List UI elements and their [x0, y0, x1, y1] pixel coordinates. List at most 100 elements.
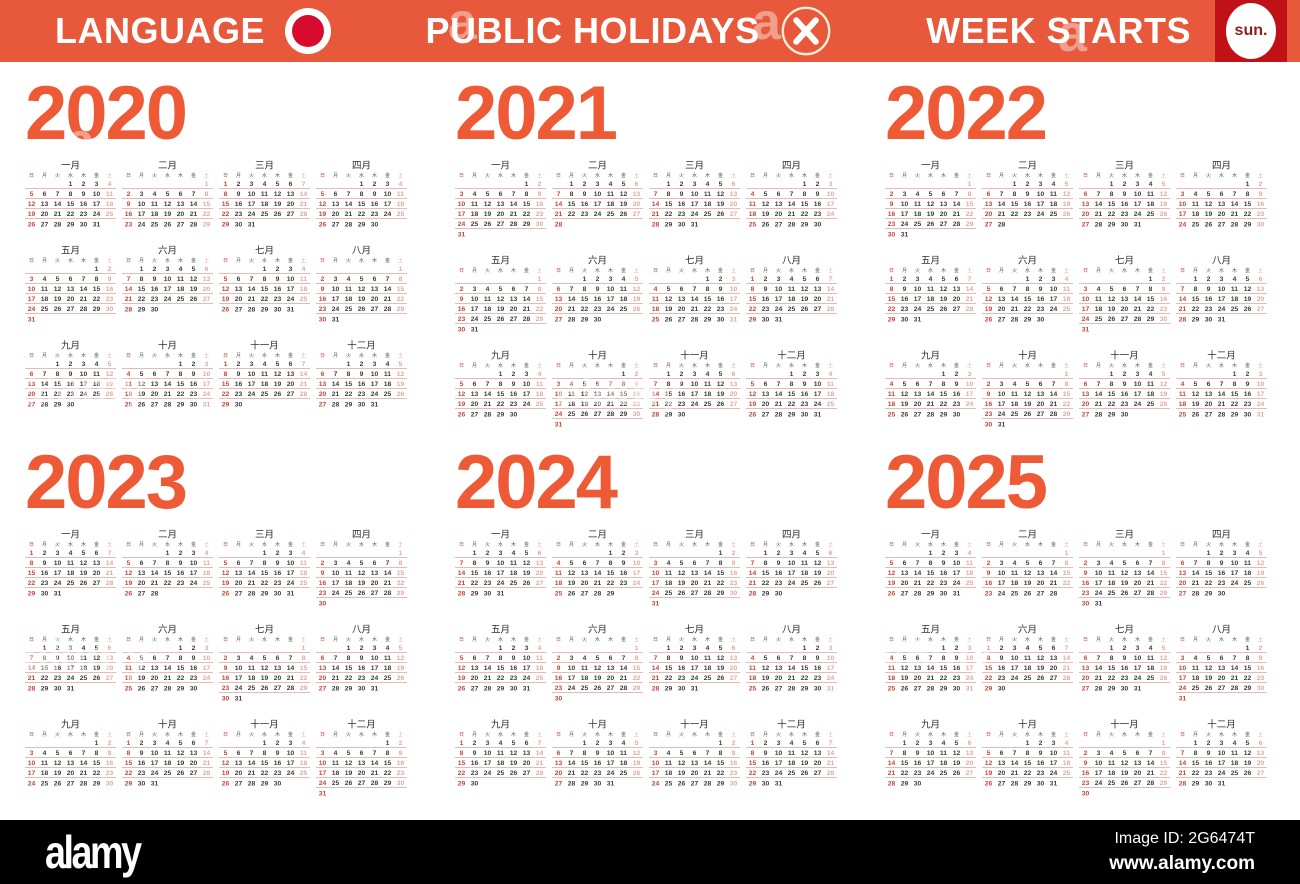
- date-cell: 30: [632, 409, 641, 418]
- dow-cell: 金: [718, 363, 723, 369]
- date-cell: 25: [567, 409, 576, 418]
- date-cell: 26: [496, 314, 505, 323]
- date-cell: 9: [107, 274, 112, 283]
- week-row: 22 23 24 25 26 27 28: [455, 768, 546, 778]
- date-cell: 11: [509, 558, 518, 567]
- date-cell: 5: [398, 359, 403, 368]
- date-cell: 15: [1107, 199, 1116, 208]
- date-cell: 12: [53, 758, 62, 767]
- date-cell: 9: [731, 748, 736, 757]
- dow-cell: 水: [262, 353, 267, 359]
- week-row: 23 24 25 26 27 28 29: [1079, 588, 1170, 598]
- date-cell: 25: [703, 399, 712, 408]
- date-cell: 12: [357, 284, 366, 293]
- dow-cell: 金: [1148, 363, 1153, 369]
- date-cell: 12: [273, 189, 282, 198]
- date-cell: 4: [828, 369, 833, 378]
- date-cell: 22: [202, 209, 211, 218]
- date-cell: 5: [139, 369, 144, 378]
- dow-cell: 金: [385, 637, 390, 643]
- date-cell: 9: [1083, 568, 1088, 577]
- date-cell: 9: [152, 274, 157, 283]
- months-wrap: 一月日月火水木金土 1 2 3 4 5 6 7 8 9 10 11 12 13 14 15 16 17 18 19 20…: [25, 527, 435, 797]
- date-cell: 15: [1243, 199, 1252, 208]
- dow-header-row: 日月火水木金土: [219, 635, 310, 643]
- date-cell: 11: [703, 379, 712, 388]
- week-row: 31: [1176, 693, 1267, 703]
- date-cell: 16: [470, 758, 479, 767]
- date-cell: 3: [152, 738, 157, 747]
- date-cell: 1: [1025, 738, 1030, 747]
- date-cell: 21: [1094, 399, 1103, 408]
- date-cell: 15: [580, 758, 589, 767]
- date-cell: 16: [1023, 199, 1032, 208]
- date-cell: 13: [997, 294, 1006, 303]
- date-cell: 16: [900, 294, 909, 303]
- date-cell: 11: [703, 189, 712, 198]
- date-cell: 24: [651, 779, 660, 787]
- date-cell: 17: [632, 568, 641, 577]
- date-cell: 14: [651, 663, 660, 672]
- dow-cell: 水: [359, 637, 364, 643]
- date-cell: 25: [1049, 209, 1058, 218]
- dow-header-row: 日月火水木金土: [982, 266, 1073, 274]
- dow-cell: 火: [915, 542, 920, 548]
- week-row: 19 20 21 22 23 24 25: [219, 294, 310, 304]
- date-cell: 22: [221, 209, 230, 218]
- date-cell: 20: [318, 673, 327, 682]
- dow-cell: 日: [223, 732, 228, 738]
- dow-cell: 火: [485, 268, 490, 274]
- dow-cell: 水: [165, 258, 170, 264]
- date-cell: 10: [331, 568, 340, 577]
- years-grid: 2020 一月日月火水木金土 1 2 3 4 5 6 7 8 9 10 11 12 13 14 15 16 17 18…: [0, 62, 1300, 820]
- dow-cell: 土: [1161, 542, 1166, 548]
- week-row: 19 20 21 22 23 24 25: [455, 399, 546, 409]
- date-cell: 26: [1120, 778, 1129, 787]
- week-row: 1: [1079, 738, 1170, 748]
- date-cell: 3: [1258, 369, 1263, 378]
- date-cell: 2: [815, 643, 820, 652]
- date-cell: 30: [273, 305, 282, 313]
- date-cell: 25: [124, 400, 133, 408]
- date-cell: 19: [189, 284, 198, 293]
- date-cell: 16: [1081, 768, 1090, 777]
- date-cell: 3: [288, 548, 293, 557]
- date-cell: 7: [705, 558, 710, 567]
- date-cell: 28: [913, 589, 922, 597]
- dow-cell: 金: [288, 732, 293, 738]
- date-cell: 25: [1062, 768, 1071, 777]
- date-cell: 28: [1062, 673, 1071, 682]
- dow-cell: 日: [29, 542, 34, 548]
- week-row: 7 8 9 10 11 12 13: [1176, 284, 1267, 294]
- date-cell: 4: [346, 558, 351, 567]
- date-cell: 19: [580, 399, 589, 408]
- week-row: 21 22 23 24 25 26 27: [649, 209, 740, 219]
- week-row: 19 20 21 22 23 24 25: [122, 578, 213, 588]
- dow-cell: 日: [1083, 732, 1088, 738]
- date-cell: 6: [1135, 748, 1140, 757]
- dow-cell: 金: [954, 173, 959, 179]
- date-cell: 19: [137, 673, 146, 682]
- date-cell: 14: [1094, 663, 1103, 672]
- week-row: 17 18 19 20 21 22 23: [25, 768, 116, 778]
- week-row: 26 27 28 29 30 31: [746, 409, 837, 419]
- week-row: 5 6 7 8 9 10 11: [122, 558, 213, 568]
- dow-cell: 日: [750, 363, 755, 369]
- dow-cell: 土: [398, 637, 403, 643]
- date-cell: 9: [763, 748, 768, 757]
- date-cell: 6: [1038, 379, 1043, 388]
- date-cell: 19: [53, 294, 62, 303]
- dow-header-row: 日月火水木金土: [746, 266, 837, 274]
- dow-cell: 月: [236, 637, 241, 643]
- week-row: 25 26 27 28 29 30 31: [746, 683, 837, 693]
- week-row: 27 28 29 30: [1176, 588, 1267, 598]
- date-cell: 20: [1204, 399, 1213, 408]
- date-cell: 8: [223, 189, 228, 198]
- date-cell: 30: [1036, 779, 1045, 787]
- dow-cell: 月: [902, 732, 907, 738]
- dow-cell: 日: [653, 363, 658, 369]
- date-cell: 22: [1159, 768, 1168, 777]
- date-cell: 15: [664, 389, 673, 398]
